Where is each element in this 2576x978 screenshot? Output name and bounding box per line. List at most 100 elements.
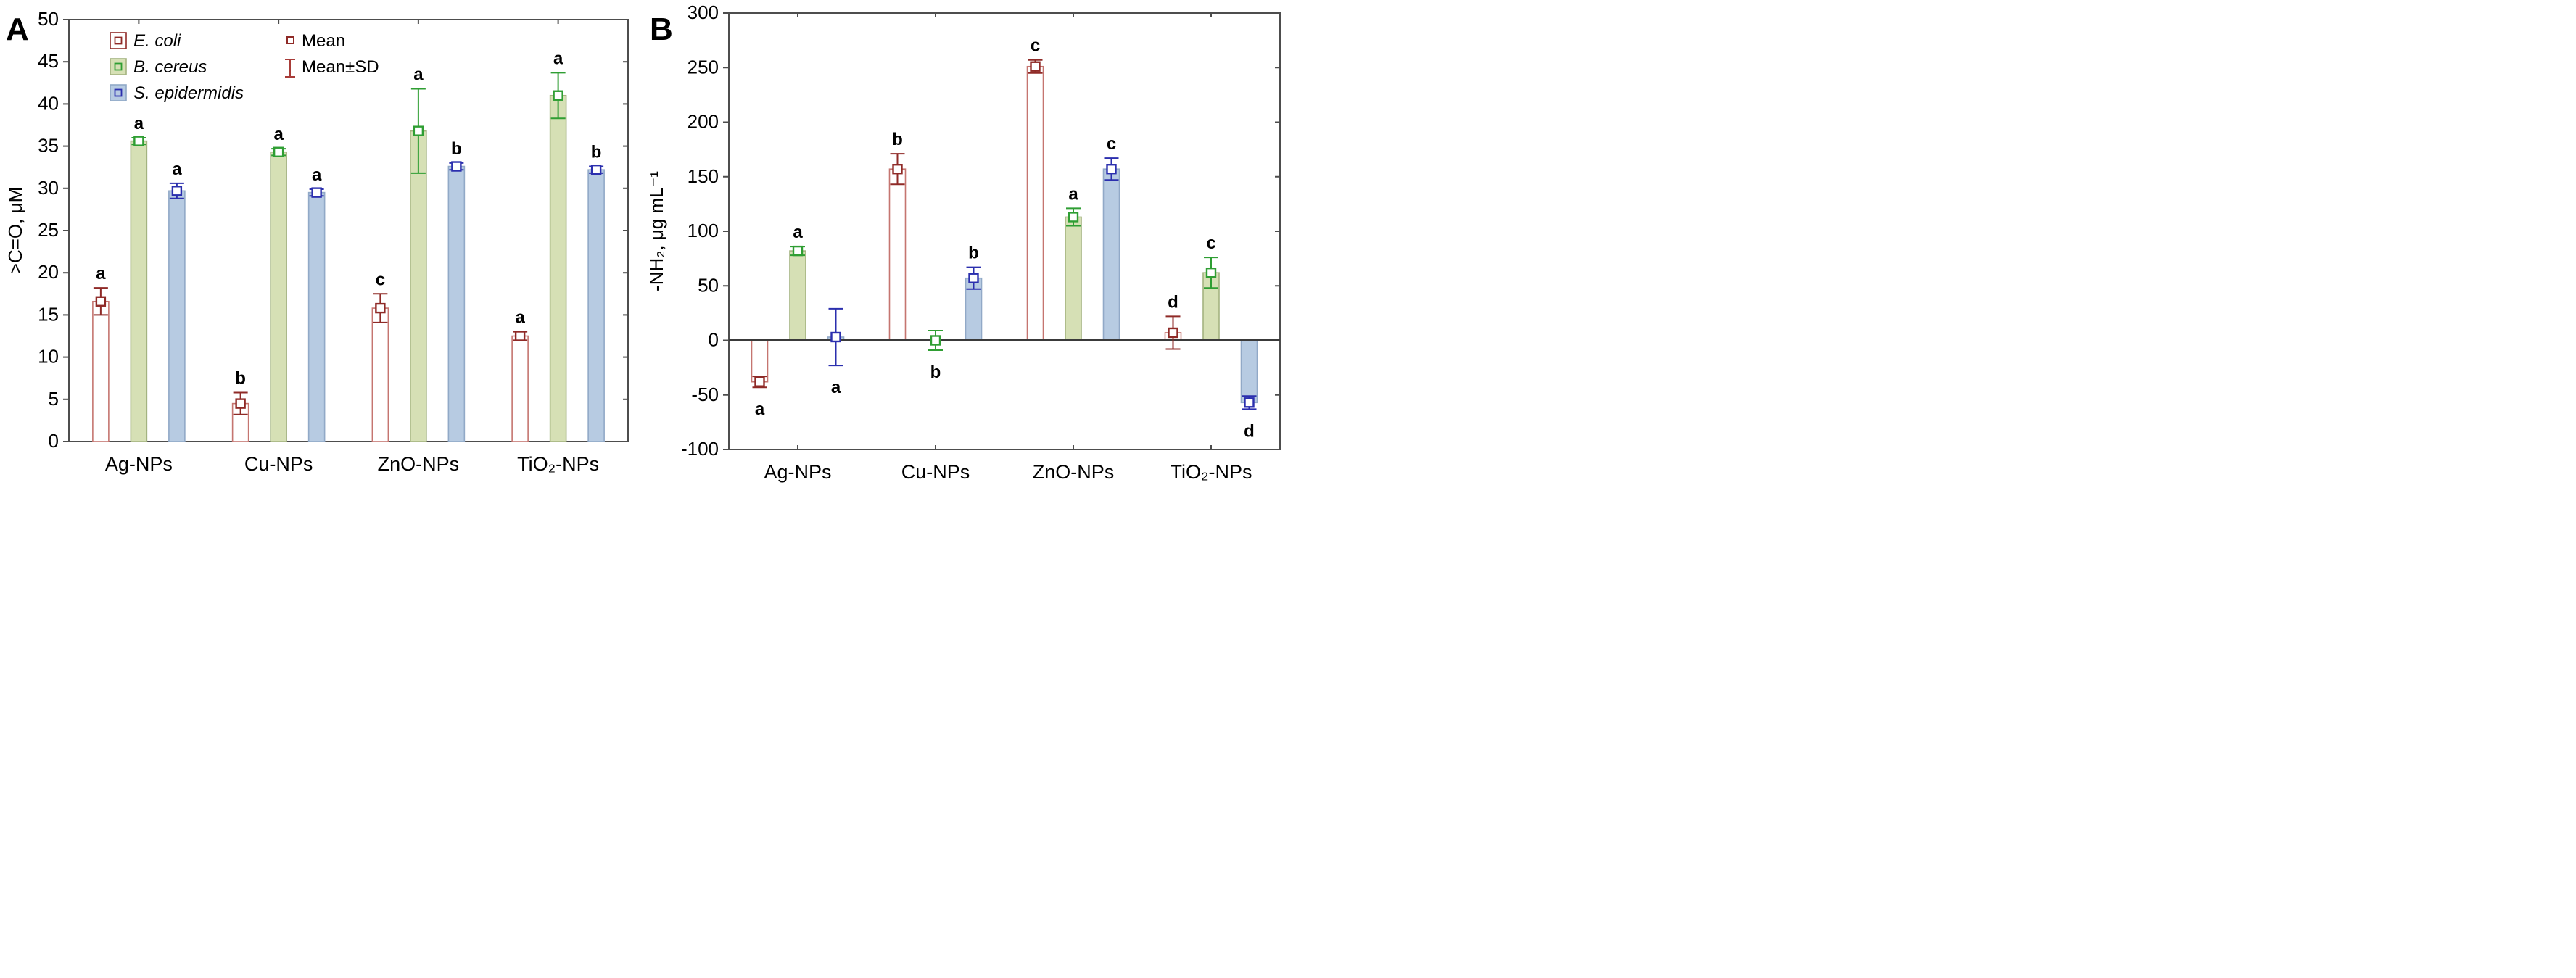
legend-swatch-marker bbox=[114, 62, 123, 71]
sig-letter: b bbox=[930, 362, 941, 382]
x-category-label: Ag-NPs bbox=[105, 453, 173, 475]
sig-letter: a bbox=[1068, 184, 1078, 204]
bar-E-coli-Ag-NPs bbox=[92, 300, 110, 442]
sig-letter: a bbox=[553, 49, 564, 68]
mean-marker bbox=[590, 164, 602, 175]
bar-B-cereus-Ag-NPs bbox=[130, 140, 148, 442]
mean-marker bbox=[413, 125, 424, 136]
mean-marker bbox=[171, 186, 183, 196]
chart-A-svg: 0 5 10 15 20 25 30 35 40 45 50 a b c a a a a a a a b b Ag-NPs Cu… bbox=[4, 8, 629, 475]
legend-swatch-marker bbox=[114, 36, 123, 45]
y-tick-label: 150 bbox=[688, 165, 719, 187]
bar-B-cereus-Ag-NPs bbox=[789, 250, 806, 341]
y-tick-label: 45 bbox=[38, 50, 59, 72]
y-tick-label: 15 bbox=[38, 303, 59, 325]
x-category-label: TiO₂-NPs bbox=[1171, 461, 1252, 483]
bar-E-coli-Cu-NPs bbox=[888, 168, 907, 341]
mean-marker bbox=[968, 273, 979, 283]
sig-letter: a bbox=[312, 165, 322, 185]
sig-letter: a bbox=[515, 308, 525, 328]
x-category-label: ZnO-NPs bbox=[378, 453, 460, 475]
mean-marker bbox=[1205, 267, 1217, 278]
bar-S-epidermidis-TiO-NPs bbox=[1240, 339, 1258, 404]
y-tick-label: 10 bbox=[38, 346, 59, 368]
plot-frame bbox=[728, 12, 1281, 450]
bar-S-epidermidis-TiO-NPs bbox=[587, 169, 605, 442]
y-tick-label: 5 bbox=[49, 388, 59, 410]
x-category-label: ZnO-NPs bbox=[1033, 461, 1115, 483]
y-tick-label: 50 bbox=[698, 274, 719, 296]
y-tick-label: 300 bbox=[688, 1, 719, 23]
mean-marker bbox=[553, 90, 564, 101]
y-axis-title: -NH₂, μg mL⁻¹ bbox=[645, 171, 667, 291]
bar-B-cereus-ZnO-NPs bbox=[1065, 216, 1082, 341]
y-tick-label: 20 bbox=[38, 261, 59, 283]
bar-E-coli-ZnO-NPs bbox=[371, 307, 389, 442]
y-tick-label: 30 bbox=[38, 177, 59, 199]
y-tick-label: 25 bbox=[38, 219, 59, 241]
bar-B-cereus-ZnO-NPs bbox=[410, 130, 427, 442]
chart-B-svg: -100 -50 0 50 100 150 200 250 300 a b c d a b a c a b c d Ag-… bbox=[645, 1, 1281, 483]
sig-letter: b bbox=[591, 143, 602, 162]
sig-letter: d bbox=[1244, 421, 1255, 441]
legend-swatch-marker bbox=[114, 88, 123, 97]
bar-S-epidermidis-ZnO-NPs bbox=[447, 165, 466, 442]
legend-label-sd: Mean±SD bbox=[302, 57, 379, 77]
legend-label-species: B. cereus bbox=[133, 57, 207, 77]
sig-letter: d bbox=[1168, 292, 1178, 312]
sig-letter: a bbox=[172, 159, 182, 179]
bar-S-epidermidis-Cu-NPs bbox=[307, 191, 326, 442]
sig-letter: b bbox=[892, 130, 903, 149]
panel-B: -100 -50 0 50 100 150 200 250 300 a b c d a b a c a b c d Ag-… bbox=[644, 0, 1288, 489]
y-tick-label: 50 bbox=[38, 8, 59, 30]
bar-B-cereus-Cu-NPs bbox=[270, 151, 287, 442]
mean-marker bbox=[273, 146, 284, 157]
legend-swatch bbox=[110, 32, 127, 49]
y-tick-label: 200 bbox=[688, 111, 719, 133]
sig-letter: a bbox=[793, 223, 803, 242]
bar-S-epidermidis-Ag-NPs bbox=[168, 190, 186, 442]
mean-marker bbox=[892, 164, 903, 175]
bar-S-epidermidis-ZnO-NPs bbox=[1102, 168, 1120, 341]
sig-letter: b bbox=[235, 368, 246, 388]
x-category-label: Cu-NPs bbox=[901, 461, 970, 483]
legend-swatch bbox=[110, 84, 127, 101]
x-category-label: Cu-NPs bbox=[244, 453, 313, 475]
two-panel-bar-figure: 0 5 10 15 20 25 30 35 40 45 50 a b c a a a a a a a b b Ag-NPs Cu… bbox=[0, 0, 1288, 489]
sig-letter: b bbox=[451, 139, 462, 159]
mean-marker bbox=[375, 302, 386, 314]
mean-marker bbox=[1030, 61, 1041, 72]
sig-letter: c bbox=[376, 270, 385, 289]
legend-swatch bbox=[110, 58, 127, 75]
sig-letter: c bbox=[1107, 134, 1116, 154]
y-tick-label: 40 bbox=[38, 92, 59, 114]
y-tick-label: 35 bbox=[38, 135, 59, 157]
y-tick-label: 250 bbox=[688, 56, 719, 78]
bar-E-coli-Ag-NPs bbox=[751, 339, 769, 383]
bar-E-coli-TiO-NPs bbox=[511, 335, 529, 442]
legend-mean-marker bbox=[286, 36, 294, 44]
mean-marker bbox=[1106, 164, 1117, 175]
y-tick-label: 0 bbox=[49, 430, 59, 452]
mean-marker bbox=[1068, 212, 1079, 223]
mean-marker bbox=[235, 398, 246, 409]
bar-B-cereus-TiO-NPs bbox=[549, 94, 567, 442]
legend-label-species: S. epidermidis bbox=[133, 83, 244, 103]
x-category-label: Ag-NPs bbox=[764, 461, 831, 483]
mean-marker bbox=[133, 136, 144, 146]
mean-marker bbox=[754, 376, 765, 387]
sig-letter: a bbox=[413, 65, 424, 84]
sig-letter: b bbox=[968, 244, 979, 263]
bar-E-coli-ZnO-NPs bbox=[1026, 65, 1044, 341]
y-tick-label: 100 bbox=[688, 220, 719, 241]
sig-letter: a bbox=[96, 264, 106, 283]
panel-letter: B bbox=[650, 12, 673, 47]
sig-letter: a bbox=[755, 399, 765, 419]
mean-marker bbox=[311, 187, 322, 198]
legend-label-species: E. coli bbox=[133, 31, 181, 51]
sig-letter: a bbox=[134, 114, 144, 133]
sig-letter: c bbox=[1031, 36, 1040, 56]
y-axis-title: >C=O, μM bbox=[4, 187, 26, 274]
y-tick-label: -50 bbox=[691, 384, 719, 405]
mean-marker bbox=[451, 161, 462, 172]
